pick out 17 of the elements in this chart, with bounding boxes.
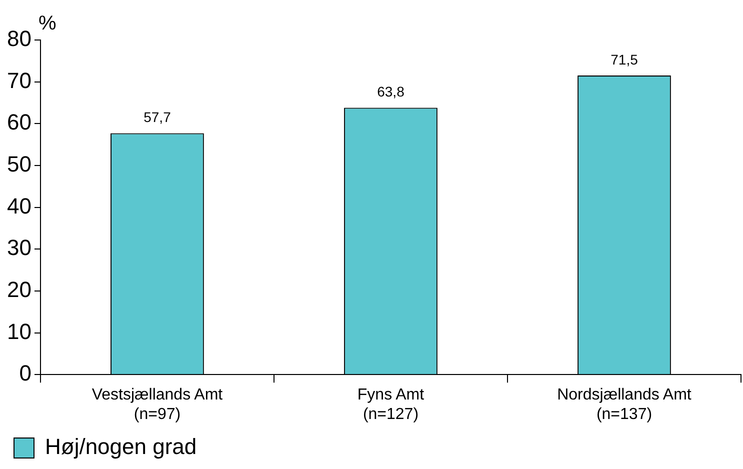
- data-label: 71,5: [610, 51, 638, 68]
- y-tick-label: 60: [6, 110, 32, 135]
- y-tick-label: 40: [6, 193, 32, 218]
- data-label: 57,7: [144, 109, 172, 126]
- y-tick-label: 70: [6, 68, 32, 93]
- y-tick-label: 0: [19, 360, 32, 386]
- x-tick-label: Fyns Amt (n=127): [357, 386, 425, 423]
- x-tick-label: Vestsjællands Amt (n=97): [92, 386, 224, 423]
- y-tick-label: 80: [6, 26, 32, 52]
- y-tick-label: 30: [6, 235, 32, 260]
- y-tick-label: 10: [6, 318, 32, 344]
- y-axis-title: %: [38, 12, 56, 35]
- data-label: 63,8: [377, 84, 405, 100]
- y-tick-label: 20: [6, 277, 32, 302]
- legend-label: Høj/nogen grad: [45, 434, 197, 460]
- y-tick-label: 50: [6, 152, 32, 177]
- x-tick-label: Nordsjællands Amt (n=137): [557, 386, 692, 423]
